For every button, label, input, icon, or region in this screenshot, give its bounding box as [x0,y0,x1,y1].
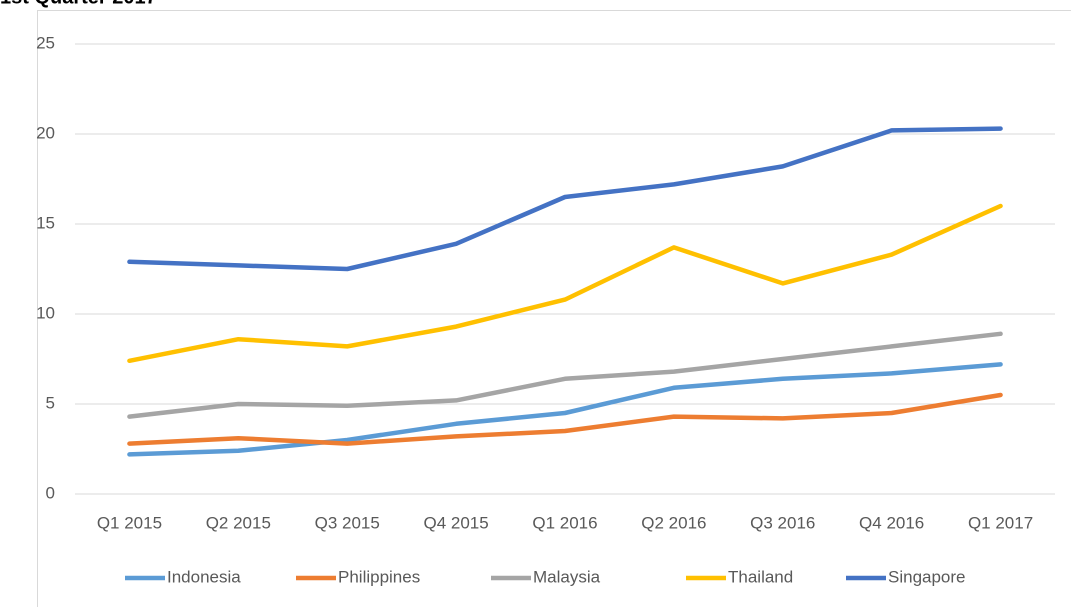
x-tick-label: Q1 2017 [968,513,1033,532]
chart-title: 1st Quarter 2017 [0,0,157,8]
x-tick-label: Q4 2015 [423,513,488,532]
legend-label: Malaysia [533,567,601,586]
x-tick-label: Q3 2015 [315,513,380,532]
y-tick-label: 5 [46,393,55,412]
y-tick-label: 20 [36,123,55,142]
series-line [127,331,1003,419]
legend-label: Philippines [338,567,420,586]
legend-label: Thailand [728,567,793,586]
y-tick-label: 0 [46,483,55,502]
legend-label: Indonesia [167,567,241,586]
x-tick-label: Q3 2016 [750,513,815,532]
x-tick-label: Q2 2016 [641,513,706,532]
x-tick-label: Q1 2016 [532,513,597,532]
series-line [127,392,1003,446]
y-tick-label: 15 [36,213,55,232]
x-tick-label: Q1 2015 [97,513,162,532]
series-line [127,126,1003,272]
y-tick-label: 10 [36,303,55,322]
chart-frame [37,10,1071,607]
x-tick-label: Q2 2015 [206,513,271,532]
x-tick-label: Q4 2016 [859,513,924,532]
series-line [127,362,1003,457]
legend-label: Singapore [888,567,966,586]
series-line [127,203,1003,364]
y-tick-label: 25 [36,33,55,52]
